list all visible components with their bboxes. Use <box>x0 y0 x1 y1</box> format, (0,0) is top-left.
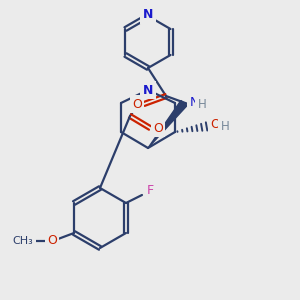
Text: N: N <box>189 97 199 110</box>
Text: CH₃: CH₃ <box>13 236 33 246</box>
Text: O: O <box>47 235 57 248</box>
Text: N: N <box>143 83 153 97</box>
Text: H: H <box>198 98 206 112</box>
Text: O: O <box>210 118 220 131</box>
Text: O: O <box>153 122 163 134</box>
Polygon shape <box>148 100 187 148</box>
Text: H: H <box>220 121 230 134</box>
Text: O: O <box>132 98 142 110</box>
Text: N: N <box>143 8 153 22</box>
Text: F: F <box>146 184 154 197</box>
